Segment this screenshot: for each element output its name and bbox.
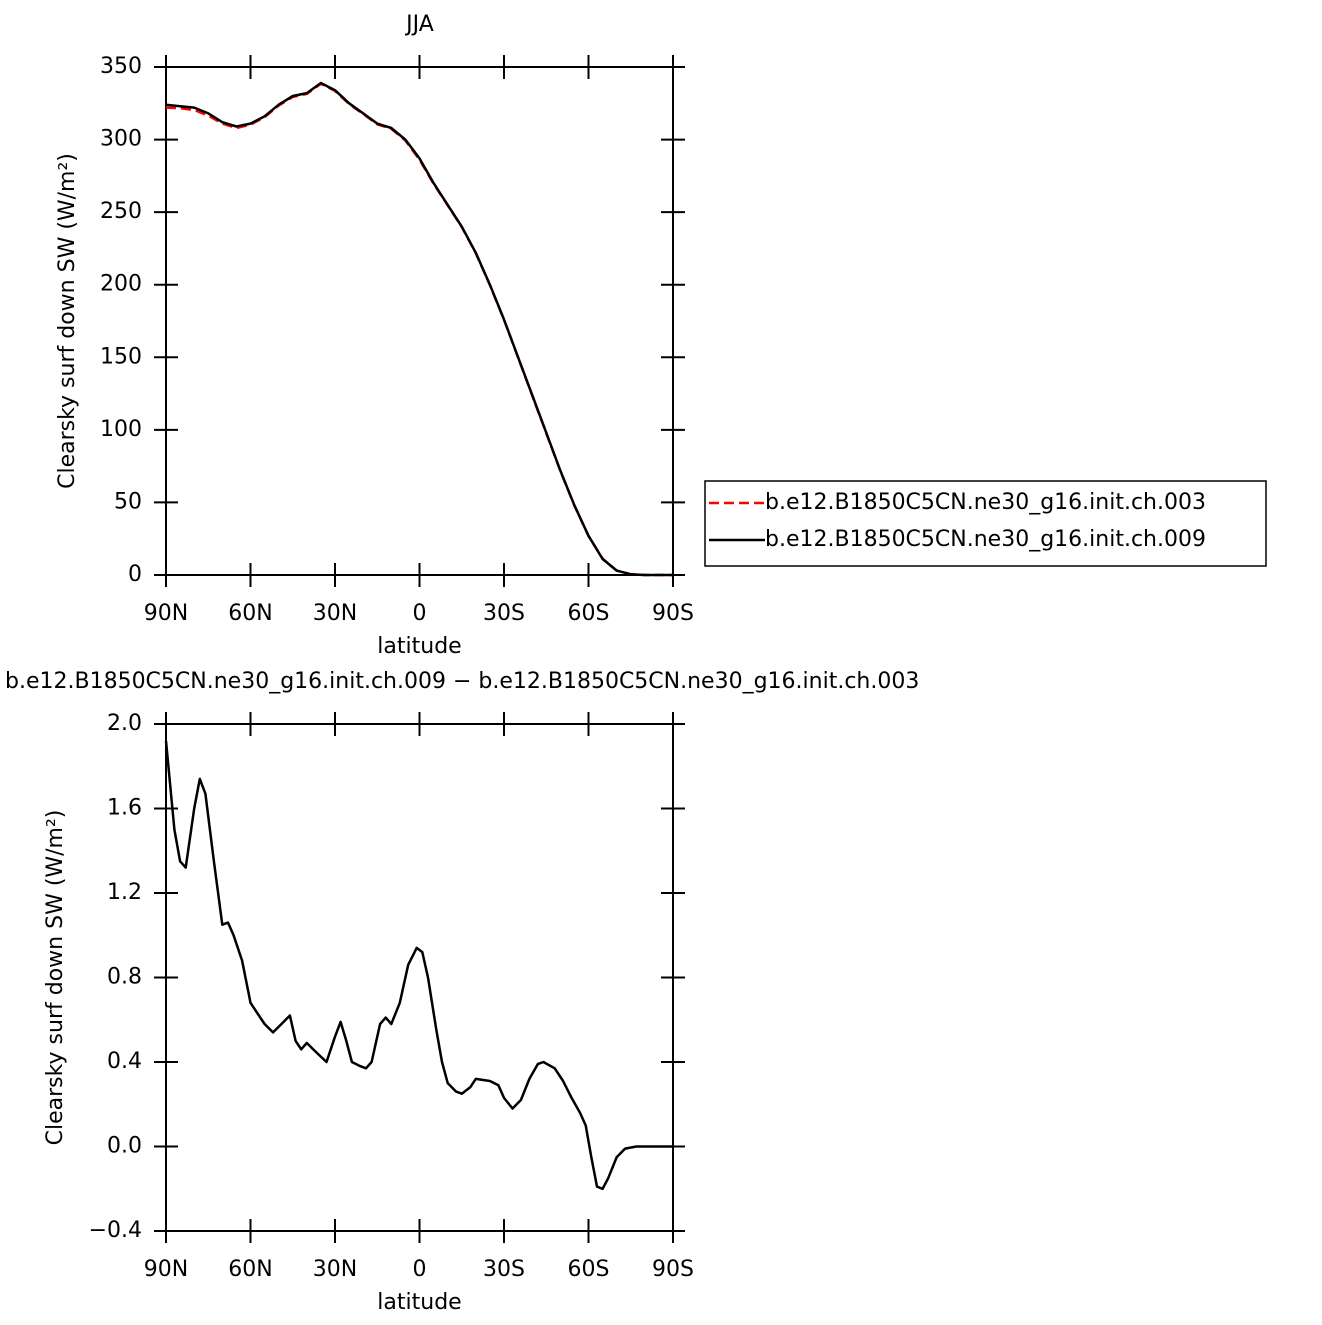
y-tick-label: 150: [100, 344, 142, 369]
legend-label: b.e12.B1850C5CN.ne30_g16.init.ch.003: [765, 490, 1206, 515]
y-tick-label: 100: [100, 417, 142, 442]
x-tick-label: 30N: [313, 1257, 357, 1282]
y-tick-label: −0.4: [89, 1218, 142, 1243]
y-tick-label: 250: [100, 199, 142, 224]
plot-frame: [165, 66, 674, 576]
y-tick-label: 2.0: [107, 711, 142, 736]
y-tick-label: 0.0: [107, 1134, 142, 1159]
chart-title: b.e12.B1850C5CN.ne30_g16.init.ch.009 − b…: [5, 669, 919, 694]
y-axis-label: Clearsky surf down SW (W/m²): [43, 810, 68, 1146]
y-tick-label: 1.2: [107, 880, 142, 905]
line: [165, 81, 673, 577]
x-tick-label: 0: [413, 1257, 427, 1282]
x-tick-label: 30S: [483, 1257, 525, 1282]
legend-box: [704, 480, 1267, 567]
x-axis-label: latitude: [377, 1290, 461, 1315]
y-tick-label: 0.4: [107, 1049, 142, 1074]
y-tick-label: 300: [100, 127, 142, 152]
x-tick-label: 30N: [313, 601, 357, 626]
y-tick-label: 350: [100, 54, 142, 79]
y-tick-label: 0: [128, 562, 142, 587]
x-tick-label: 60N: [228, 601, 272, 626]
y-tick-label: 200: [100, 272, 142, 297]
x-tick-label: 0: [413, 601, 427, 626]
x-tick-label: 60N: [228, 1257, 272, 1282]
chart-title: JJA: [404, 12, 434, 37]
legend-label: b.e12.B1850C5CN.ne30_g16.init.ch.009: [765, 527, 1206, 552]
x-tick-label: 30S: [483, 601, 525, 626]
y-axis-label: Clearsky surf down SW (W/m²): [55, 153, 80, 489]
y-tick-label: 0.8: [107, 965, 142, 990]
x-tick-label: 90S: [652, 601, 694, 626]
line: [164, 740, 673, 1191]
x-tick-label: 90N: [144, 1257, 188, 1282]
x-tick-label: 90S: [652, 1257, 694, 1282]
y-tick-label: 50: [114, 489, 142, 514]
x-tick-label: 90N: [144, 601, 188, 626]
x-axis-label: latitude: [377, 634, 461, 659]
y-tick-label: 1.6: [107, 796, 142, 821]
x-tick-label: 60S: [568, 1257, 610, 1282]
plot-frame: [165, 723, 674, 1232]
x-tick-label: 60S: [568, 601, 610, 626]
